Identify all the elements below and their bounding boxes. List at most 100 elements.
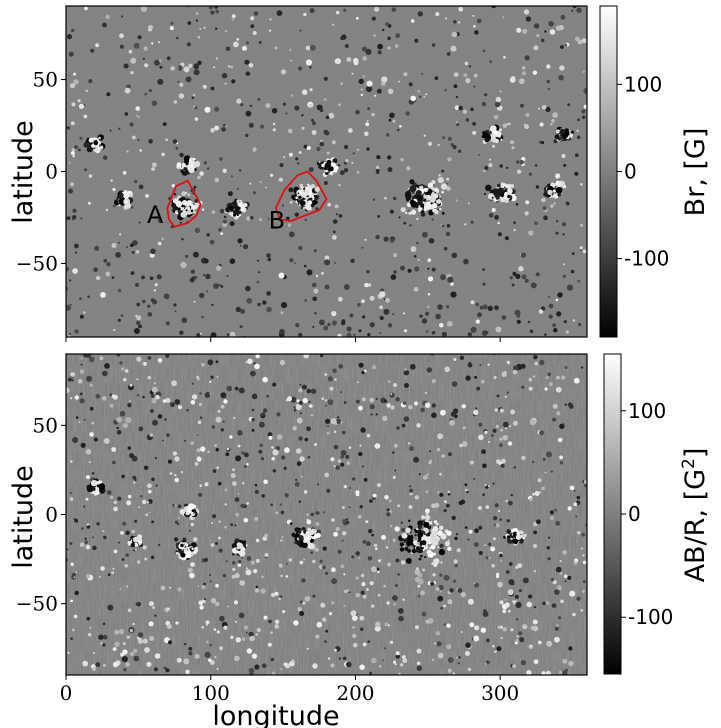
field-speckle xyxy=(361,299,365,304)
field-speckle xyxy=(92,667,96,671)
field-speckle xyxy=(304,218,307,222)
active-region-feature xyxy=(418,196,423,200)
field-speckle xyxy=(186,42,191,47)
field-speckle xyxy=(425,490,429,493)
field-speckle xyxy=(68,51,74,57)
field-speckle xyxy=(558,670,563,675)
field-speckle xyxy=(98,634,104,640)
active-region-feature xyxy=(134,542,138,547)
field-speckle xyxy=(85,354,92,358)
field-speckle xyxy=(421,72,424,75)
field-speckle xyxy=(343,604,346,608)
field-speckle xyxy=(431,379,436,384)
field-speckle xyxy=(446,177,450,181)
field-speckle xyxy=(106,92,111,97)
field-speckle xyxy=(501,315,507,320)
field-speckle xyxy=(338,214,343,218)
field-speckle xyxy=(458,21,461,24)
field-speckle xyxy=(286,562,288,565)
field-speckle xyxy=(237,238,243,244)
field-speckle xyxy=(263,615,268,620)
active-region-feature xyxy=(191,547,194,551)
field-speckle xyxy=(535,272,540,277)
field-speckle xyxy=(464,61,469,66)
field-speckle xyxy=(215,601,220,607)
field-speckle xyxy=(201,315,204,319)
field-speckle xyxy=(279,163,284,168)
field-speckle xyxy=(169,26,174,31)
field-speckle xyxy=(542,457,546,461)
active-region-feature xyxy=(299,183,303,187)
field-speckle xyxy=(568,646,573,651)
field-speckle xyxy=(86,574,90,578)
field-speckle xyxy=(127,608,132,613)
field-speckle xyxy=(326,151,330,155)
field-speckle xyxy=(85,89,88,92)
field-speckle xyxy=(124,87,131,94)
field-speckle xyxy=(342,656,347,660)
field-speckle xyxy=(245,567,249,570)
field-speckle xyxy=(518,631,523,636)
field-speckle xyxy=(257,259,260,262)
field-speckle xyxy=(283,155,286,159)
field-speckle xyxy=(299,383,302,386)
field-speckle xyxy=(381,534,386,540)
field-speckle xyxy=(329,386,334,391)
field-speckle xyxy=(446,186,451,191)
field-speckle xyxy=(183,658,190,665)
field-speckle xyxy=(458,656,461,659)
field-speckle xyxy=(205,620,210,625)
field-speckle xyxy=(508,562,513,566)
field-speckle xyxy=(75,571,78,574)
field-speckle xyxy=(293,620,299,626)
field-speckle xyxy=(362,46,367,52)
x-tick-label: 100 xyxy=(192,681,230,705)
field-speckle xyxy=(557,292,563,298)
field-speckle xyxy=(532,625,539,632)
field-speckle xyxy=(293,406,296,409)
active-region-feature xyxy=(330,162,336,168)
active-region-feature xyxy=(309,530,315,536)
field-speckle xyxy=(515,565,519,569)
field-speckle xyxy=(322,565,326,570)
active-region-feature xyxy=(411,548,417,554)
field-speckle xyxy=(266,306,272,313)
field-speckle xyxy=(533,45,539,51)
active-region-feature xyxy=(427,182,434,188)
field-speckle xyxy=(185,669,190,675)
active-region-feature xyxy=(555,186,563,194)
field-speckle xyxy=(207,450,211,454)
field-speckle xyxy=(96,522,100,526)
field-speckle xyxy=(345,518,349,521)
field-speckle xyxy=(555,386,562,393)
field-speckle xyxy=(79,392,83,396)
field-speckle xyxy=(303,490,308,494)
field-speckle xyxy=(483,609,487,613)
field-speckle xyxy=(431,658,435,661)
field-speckle xyxy=(78,148,81,152)
field-speckle xyxy=(137,139,140,142)
field-speckle xyxy=(443,246,448,251)
field-speckle xyxy=(328,612,333,616)
active-region-feature xyxy=(189,547,192,550)
field-speckle xyxy=(111,447,117,452)
field-speckle xyxy=(495,96,502,103)
field-speckle xyxy=(301,384,307,390)
field-speckle xyxy=(70,562,74,566)
field-speckle xyxy=(414,266,420,272)
active-region-feature xyxy=(180,552,186,558)
field-speckle xyxy=(221,72,228,79)
field-speckle xyxy=(497,509,501,512)
field-speckle xyxy=(400,663,404,667)
field-speckle xyxy=(511,146,515,150)
field-speckle xyxy=(73,614,78,619)
field-speckle xyxy=(157,543,161,547)
field-speckle xyxy=(70,182,74,187)
field-speckle xyxy=(303,12,307,17)
field-speckle xyxy=(88,79,93,84)
active-region-feature xyxy=(432,552,436,556)
field-speckle xyxy=(203,26,206,29)
field-speckle xyxy=(240,503,245,508)
top-colorbar-label: Br, [G] xyxy=(680,128,711,217)
